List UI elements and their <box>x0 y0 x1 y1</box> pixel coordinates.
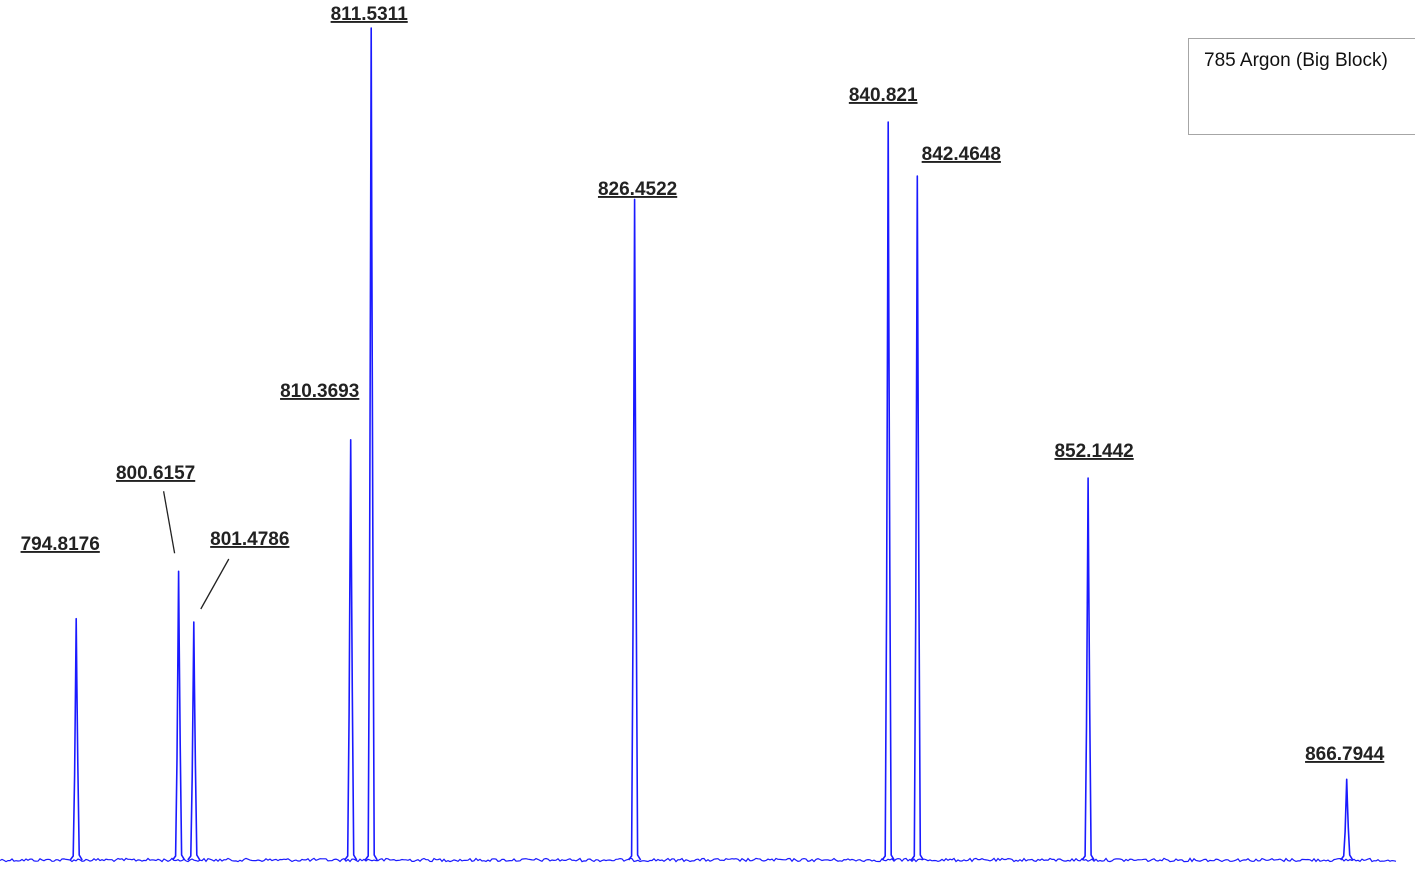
baseline-trace <box>0 857 1397 863</box>
peak-801.4786 <box>187 621 201 861</box>
legend: 785 Argon (Big Block) <box>1188 38 1415 135</box>
peak-label-810.3693: 810.3693 <box>280 381 359 402</box>
peak-866.7944 <box>1340 778 1354 861</box>
peak-label-794.8176: 794.8176 <box>21 534 100 555</box>
peaks-layer <box>69 27 1354 861</box>
leader-line-801.4786 <box>200 558 230 610</box>
baseline-layer <box>0 857 1397 863</box>
peak-810.3693 <box>344 439 358 861</box>
leader-line-800.6157 <box>162 491 176 554</box>
peak-840.821 <box>881 121 895 861</box>
peak-label-842.4648: 842.4648 <box>922 144 1001 165</box>
peak-800.6157 <box>171 570 186 861</box>
peak-label-840.821: 840.821 <box>849 85 918 106</box>
peak-labels-layer: 794.8176 800.6157 801.4786 810.3693 811.5311… <box>21 4 1385 765</box>
peak-811.5311 <box>364 27 378 861</box>
leader-lines-layer <box>162 491 230 610</box>
peak-label-866.7944: 866.7944 <box>1305 744 1385 765</box>
peak-794.8176 <box>69 617 83 861</box>
peak-842.4648 <box>910 175 924 861</box>
peak-label-800.6157: 800.6157 <box>116 463 195 484</box>
legend-entry: 785 Argon (Big Block) <box>1204 50 1388 71</box>
peak-label-852.1442: 852.1442 <box>1054 441 1133 462</box>
peak-label-801.4786: 801.4786 <box>210 529 289 550</box>
peak-label-811.5311: 811.5311 <box>331 4 409 25</box>
peak-label-826.4522: 826.4522 <box>598 179 677 200</box>
peak-852.1442 <box>1081 477 1095 861</box>
peak-826.4522 <box>627 198 642 861</box>
